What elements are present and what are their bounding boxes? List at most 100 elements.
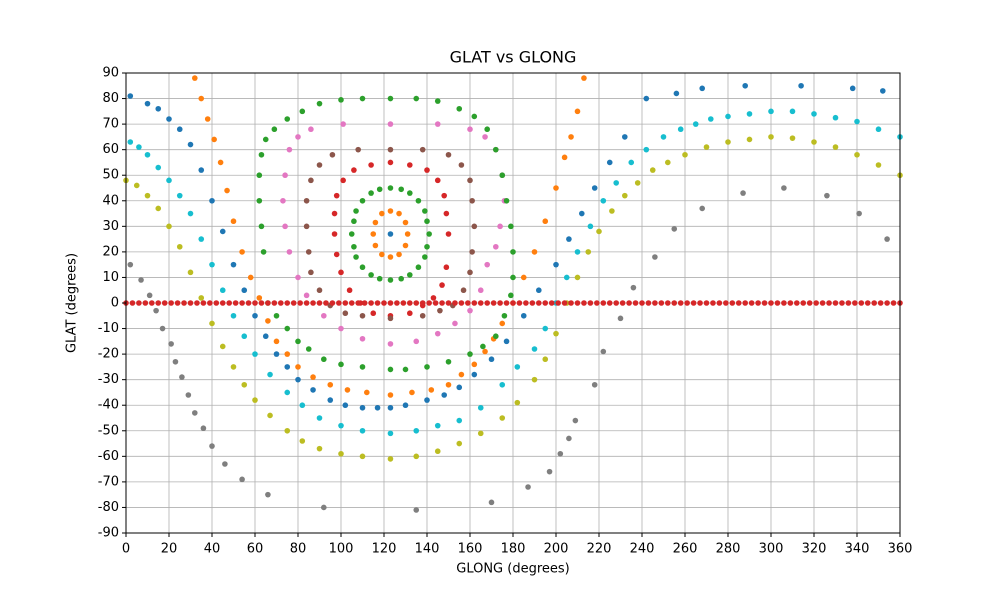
point [387,95,394,102]
point [441,192,448,199]
point [387,254,394,260]
point [632,300,639,306]
point [256,197,263,204]
point [387,300,394,306]
point [310,300,316,306]
point [493,146,499,153]
point [394,300,400,306]
point [258,223,265,230]
point [168,341,174,347]
point [503,338,510,345]
point [174,300,181,306]
point [353,254,359,260]
point [333,192,340,199]
point [832,144,839,150]
point [875,126,882,133]
point [806,300,813,306]
point [407,162,413,168]
point [471,300,478,306]
point [424,167,430,173]
y-tick-label: -20 [98,347,119,362]
point [458,162,465,168]
point [387,231,394,237]
point [321,356,327,363]
point [645,300,652,306]
point [561,300,568,306]
point [265,300,271,306]
point [673,90,680,97]
point [387,404,394,411]
point [568,300,574,306]
point [613,300,619,306]
point [520,274,527,281]
point [493,333,499,340]
point [456,105,463,112]
point [308,126,314,133]
point [824,192,830,199]
y-tick-label: 20 [102,244,119,259]
point [563,274,570,281]
point [422,208,428,214]
x-axis-label: GLONG (degrees) [456,562,570,577]
point [187,141,194,148]
point [338,361,344,368]
point [424,364,430,370]
point [284,389,291,396]
point [469,249,475,255]
point [407,190,413,196]
point [404,231,411,237]
x-tick-label: 140 [415,542,440,557]
point [471,113,478,120]
point [181,300,187,306]
point [434,330,441,337]
point [368,300,374,306]
point [536,300,542,306]
point [241,381,248,388]
point [267,412,273,419]
point [185,392,192,398]
point [310,387,316,393]
point [144,192,151,199]
point [434,177,441,184]
y-tick-label: 60 [102,142,119,157]
marks [123,75,903,513]
point [516,300,523,306]
point [634,180,641,186]
point [303,292,310,299]
point [456,417,463,424]
point [155,164,162,171]
point [219,228,226,235]
point [370,231,377,237]
point [299,438,306,444]
point [839,300,845,306]
point [127,261,134,268]
point [209,261,215,268]
point [477,287,484,294]
point [359,427,366,434]
point [884,300,890,306]
point [854,151,860,158]
point [484,261,491,268]
point [284,364,291,370]
point [460,287,467,294]
point [482,134,488,140]
point [267,371,273,378]
y-axis-label: GLAT (degrees) [65,253,80,353]
point [305,346,312,352]
point [338,450,344,457]
point [445,300,452,306]
point [419,312,426,319]
point [581,75,587,81]
point [548,300,555,306]
point [265,318,271,324]
point [374,404,381,411]
point [523,300,529,306]
point [622,134,628,140]
point [327,381,334,388]
point [398,275,405,282]
point [387,159,394,166]
point [262,333,269,340]
point [387,456,394,462]
point [596,228,602,235]
point [445,231,452,237]
